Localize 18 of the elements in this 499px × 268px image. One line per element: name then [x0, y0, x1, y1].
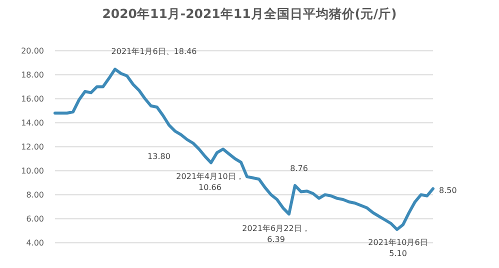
- annotation: 2021年1月6日、18.46: [110, 46, 198, 57]
- y-tick-label: 4.00: [26, 238, 44, 248]
- annotation: 2021年6月22日，6.39: [241, 223, 311, 245]
- line-series: [54, 68, 434, 231]
- y-tick-label: 8.00: [26, 190, 44, 200]
- y-tick-label: 14.00: [21, 118, 44, 128]
- y-tick-label: 16.00: [21, 94, 44, 104]
- y-tick-label: 20.00: [21, 46, 44, 56]
- text: 8.50: [439, 185, 458, 196]
- annotation: 2021年4月10日，10.66: [175, 171, 245, 193]
- y-tick-label: 12.00: [21, 142, 44, 152]
- y-tick-label: 18.00: [21, 70, 44, 80]
- annotation: 13.80: [146, 151, 172, 162]
- y-tick-label: 6.00: [26, 214, 44, 224]
- chart-title: 2020年11月-2021年11月全国日平均猪价(元/斤): [102, 6, 397, 21]
- y-tick-label: 10.00: [21, 166, 44, 176]
- annotation: 2021年10月6日5.10: [367, 237, 429, 259]
- annotation: 8.76: [289, 163, 309, 174]
